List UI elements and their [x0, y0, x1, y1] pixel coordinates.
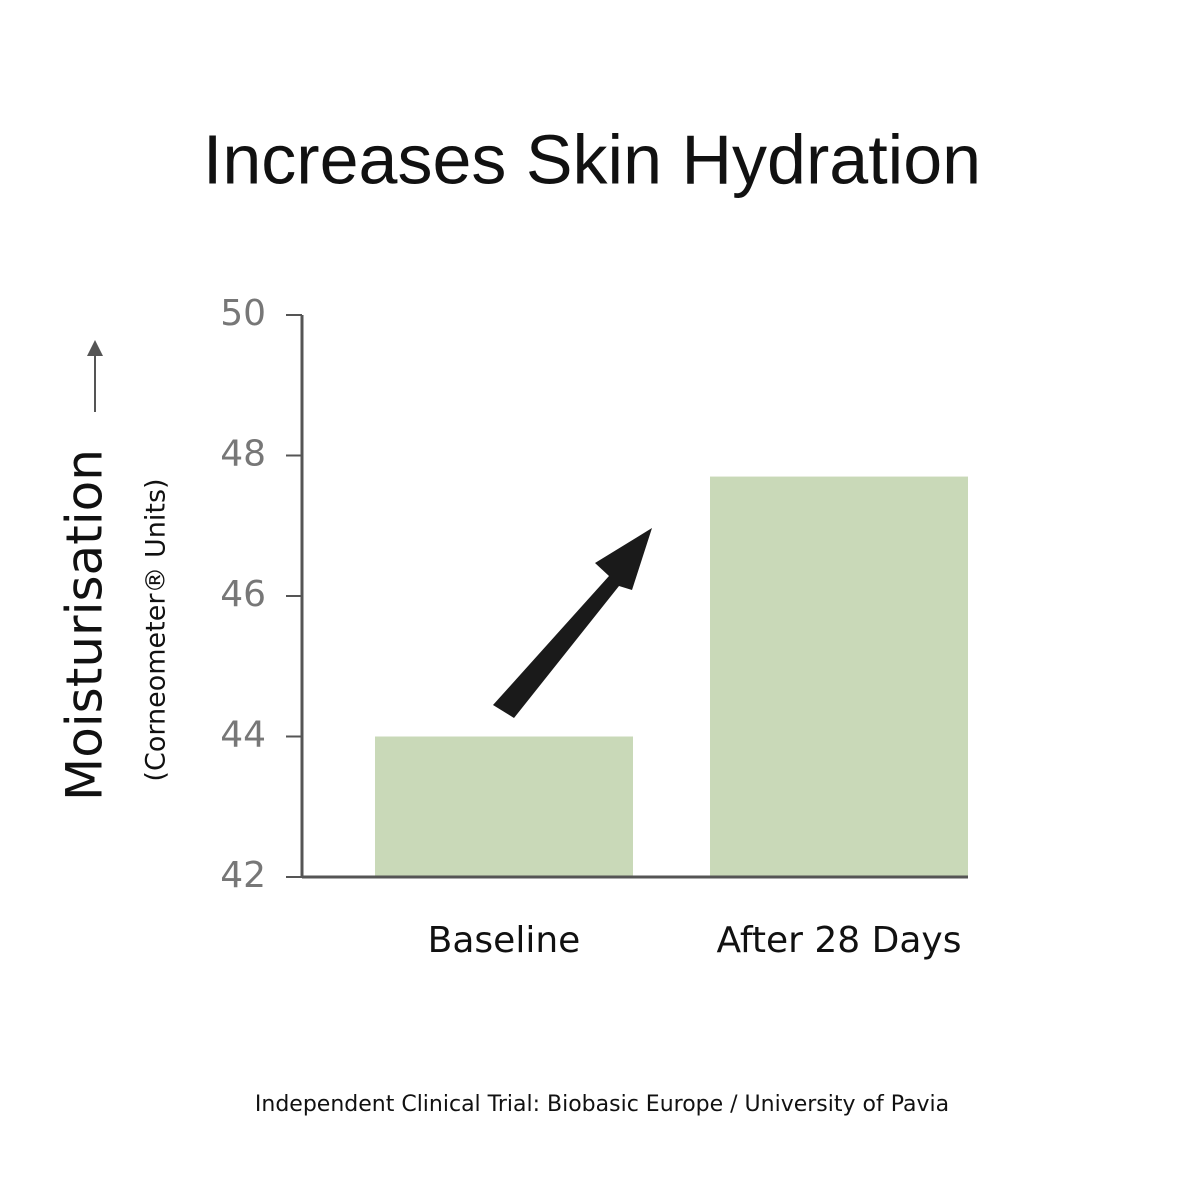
trend-arrow — [493, 528, 652, 718]
y-tick-label: 44 — [220, 715, 266, 756]
y-axis-sublabel: (Corneometer® Units) — [141, 478, 172, 781]
y-tick-label: 48 — [220, 434, 266, 475]
y-tick-label: 42 — [220, 855, 266, 896]
footnote: Independent Clinical Trial: Biobasic Eur… — [255, 1092, 949, 1117]
axis-arrow-head — [87, 340, 103, 356]
chart-title: Increases Skin Hydration — [203, 120, 981, 198]
x-tick-label: Baseline — [428, 920, 581, 961]
y-axis-label: Moisturisation — [56, 449, 114, 801]
bar — [710, 476, 968, 877]
y-tick-label: 46 — [220, 574, 266, 615]
bar — [375, 736, 633, 877]
y-tick-label: 50 — [220, 293, 266, 334]
x-tick-label: After 28 Days — [717, 920, 962, 961]
